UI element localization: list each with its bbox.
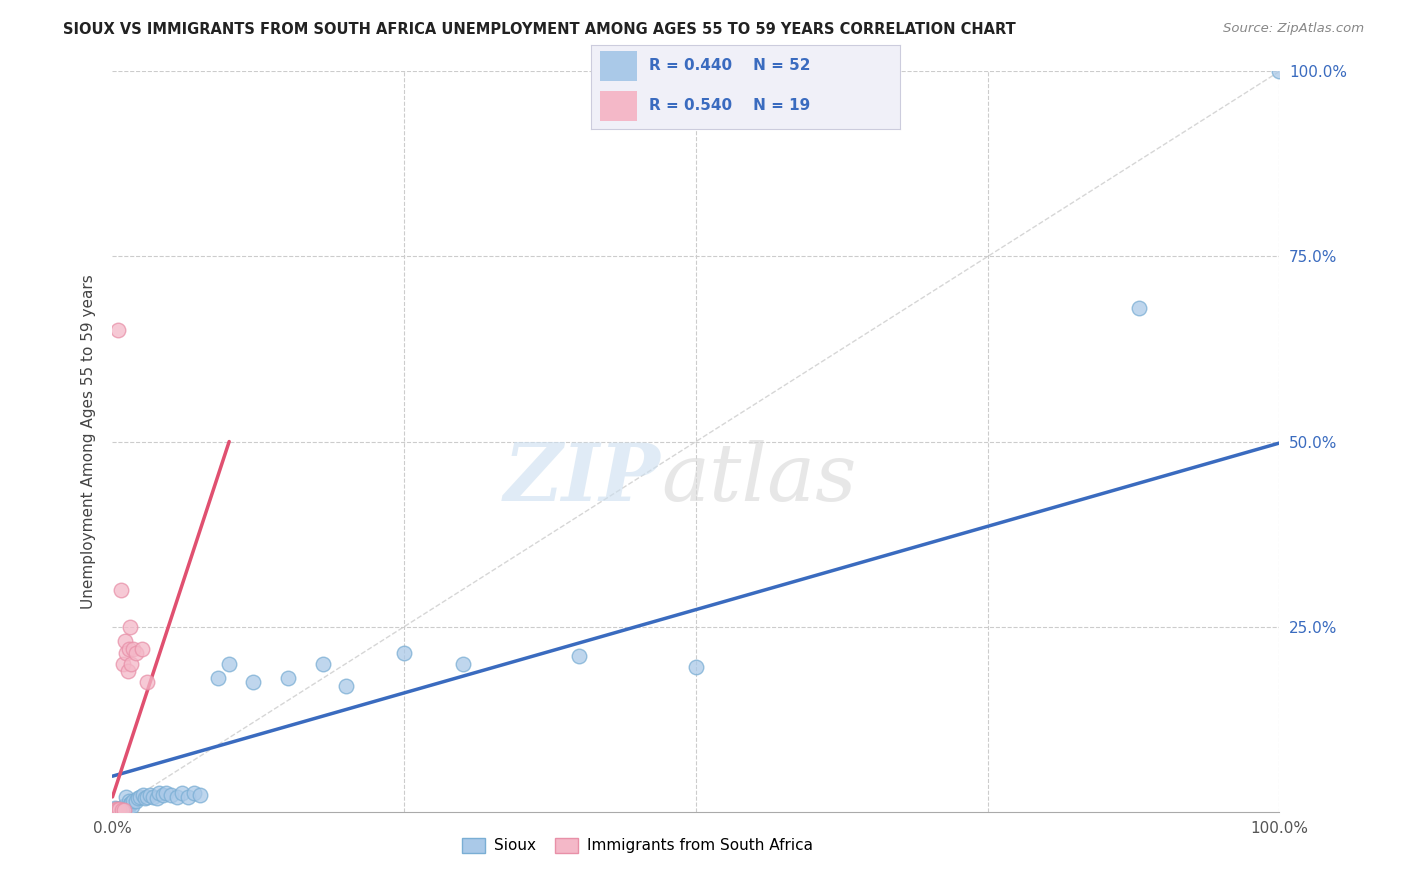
Legend: Sioux, Immigrants from South Africa: Sioux, Immigrants from South Africa (457, 831, 818, 860)
Point (142, 789, 165, 804)
Point (111, 803, 134, 817)
Point (207, 672, 229, 686)
Point (118, 641, 141, 656)
Point (114, 803, 136, 817)
Text: ZIP: ZIP (505, 440, 661, 517)
Point (132, 789, 155, 803)
Point (177, 789, 200, 804)
Point (166, 789, 188, 804)
Point (111, 803, 134, 817)
FancyBboxPatch shape (600, 91, 637, 120)
Point (107, 802, 129, 816)
Point (104, 803, 127, 817)
Point (276, 672, 298, 686)
Point (117, 664, 139, 678)
Point (148, 786, 170, 800)
Point (110, 801, 132, 815)
Point (685, 660, 707, 674)
Text: SIOUX VS IMMIGRANTS FROM SOUTH AFRICA UNEMPLOYMENT AMONG AGES 55 TO 59 YEARS COR: SIOUX VS IMMIGRANTS FROM SOUTH AFRICA UN… (63, 22, 1017, 37)
Point (108, 803, 131, 817)
Point (120, 796, 142, 810)
Point (335, 679, 357, 693)
Point (172, 786, 194, 800)
Point (118, 619, 141, 633)
Text: R = 0.440    N = 52: R = 0.440 N = 52 (650, 58, 811, 73)
Point (129, 789, 152, 804)
Point (105, 803, 128, 817)
Point (127, 791, 149, 805)
Point (104, 803, 127, 817)
Point (104, 803, 127, 817)
Text: R = 0.540    N = 19: R = 0.540 N = 19 (650, 98, 810, 113)
Point (115, 789, 138, 804)
Point (1128, 301, 1150, 316)
Text: atlas: atlas (661, 440, 856, 517)
Point (1268, 64, 1291, 78)
Point (107, 324, 129, 338)
Point (125, 646, 148, 660)
Point (104, 801, 127, 815)
Point (111, 803, 134, 817)
Point (112, 803, 135, 817)
Point (122, 641, 145, 656)
Point (125, 794, 148, 808)
Point (118, 797, 141, 812)
Point (112, 798, 135, 813)
Point (111, 657, 134, 671)
Text: Source: ZipAtlas.com: Source: ZipAtlas.com (1223, 22, 1364, 36)
FancyBboxPatch shape (600, 52, 637, 81)
Point (568, 649, 591, 664)
Point (111, 803, 134, 817)
Point (114, 634, 136, 648)
Point (160, 789, 183, 803)
Point (115, 646, 138, 660)
Point (105, 803, 128, 817)
Point (122, 794, 145, 808)
Point (131, 641, 153, 656)
Point (110, 582, 132, 597)
Y-axis label: Unemployment Among Ages 55 to 59 years: Unemployment Among Ages 55 to 59 years (80, 274, 96, 609)
Point (152, 789, 174, 803)
Point (134, 791, 156, 805)
Point (108, 803, 131, 817)
Point (111, 802, 134, 816)
Point (112, 803, 135, 817)
Point (139, 789, 162, 803)
Point (218, 657, 240, 671)
Point (155, 786, 177, 800)
Point (188, 789, 211, 803)
Point (120, 657, 142, 671)
Point (118, 794, 141, 808)
Point (110, 803, 132, 817)
Point (146, 791, 169, 805)
Point (394, 646, 416, 660)
Point (136, 789, 159, 804)
Point (121, 798, 143, 813)
Point (117, 801, 139, 815)
Point (311, 657, 333, 671)
Point (136, 675, 159, 690)
Point (451, 657, 474, 671)
Point (242, 675, 264, 690)
Point (108, 803, 131, 817)
Point (183, 786, 205, 800)
